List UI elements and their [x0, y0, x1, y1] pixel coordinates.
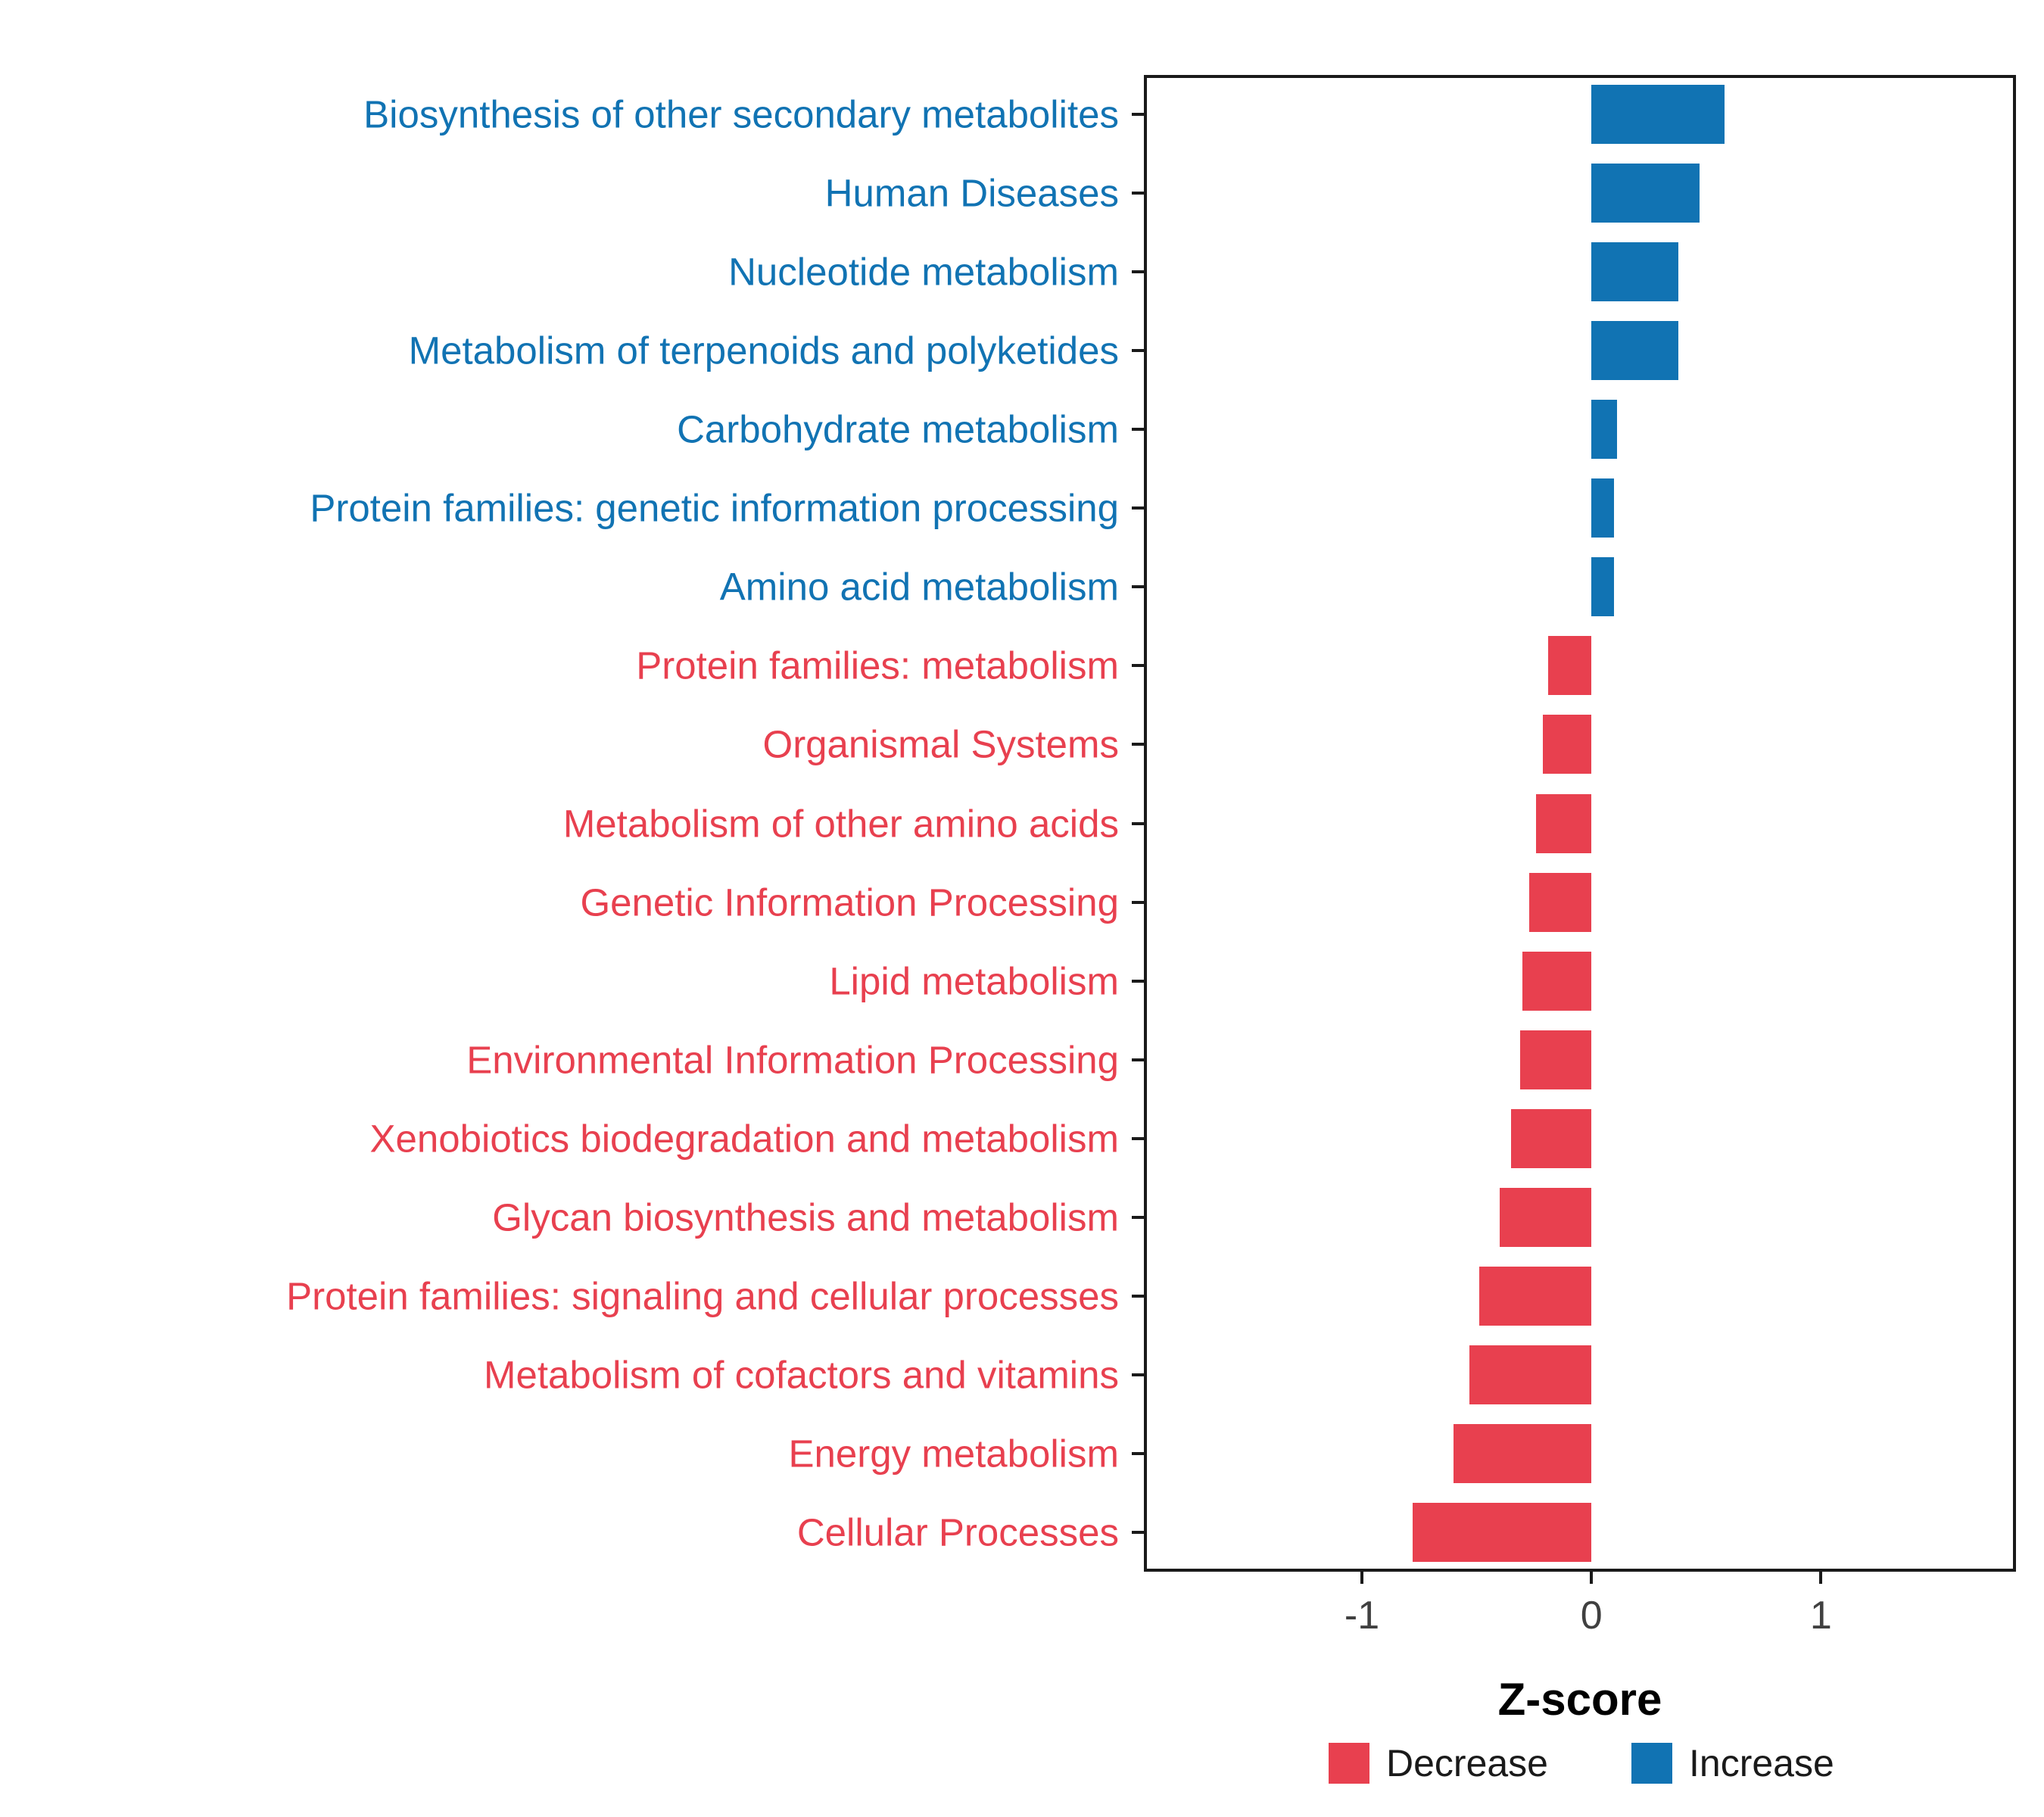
y-tick-mark	[1132, 270, 1144, 274]
category-label: Genetic Information Processing	[580, 880, 1119, 924]
y-tick-mark	[1132, 1294, 1144, 1298]
category-label: Cellular Processes	[796, 1510, 1119, 1554]
category-label: Biosynthesis of other secondary metaboli…	[363, 92, 1119, 136]
bar	[1520, 1030, 1592, 1089]
legend-item-increase: Increase	[1631, 1741, 1834, 1785]
y-tick-mark	[1132, 664, 1144, 668]
y-tick-mark	[1132, 979, 1144, 983]
bar	[1591, 321, 1679, 381]
decrease-swatch-icon	[1329, 1743, 1369, 1784]
bar	[1591, 400, 1617, 460]
x-tick-label: 1	[1809, 1594, 1832, 1638]
bar	[1591, 478, 1615, 538]
y-tick-mark	[1132, 428, 1144, 432]
category-label: Metabolism of other amino acids	[562, 802, 1119, 845]
category-label: Protein families: signaling and cellular…	[286, 1274, 1119, 1318]
bar	[1591, 85, 1725, 145]
y-tick-mark	[1132, 1451, 1144, 1455]
category-label: Nucleotide metabolism	[728, 250, 1119, 294]
bar	[1478, 1266, 1592, 1326]
x-tick-mark	[1360, 1572, 1363, 1584]
y-tick-mark	[1132, 1215, 1144, 1219]
x-tick-label: -1	[1344, 1594, 1380, 1638]
y-tick-mark	[1132, 113, 1144, 117]
legend-item-decrease: Decrease	[1329, 1741, 1548, 1785]
bar	[1591, 242, 1679, 302]
y-tick-mark	[1132, 743, 1144, 746]
category-label: Environmental Information Processing	[466, 1038, 1119, 1082]
category-label: Lipid metabolism	[829, 959, 1119, 1003]
category-label: Amino acid metabolism	[719, 565, 1119, 609]
category-label: Protein families: metabolism	[636, 644, 1119, 687]
bar	[1469, 1345, 1592, 1404]
category-label: Human Diseases	[824, 171, 1119, 215]
bar	[1511, 1108, 1592, 1168]
category-label: Organismal Systems	[762, 722, 1119, 766]
bar	[1547, 636, 1592, 696]
category-label: Xenobiotics biodegradation and metabolis…	[369, 1117, 1119, 1161]
y-tick-mark	[1132, 1373, 1144, 1376]
bar	[1591, 164, 1700, 223]
y-tick-mark	[1132, 900, 1144, 904]
category-label: Carbohydrate metabolism	[677, 407, 1119, 451]
y-tick-mark	[1132, 1530, 1144, 1534]
bar	[1529, 872, 1592, 932]
y-tick-mark	[1132, 349, 1144, 353]
category-label: Protein families: genetic information pr…	[310, 486, 1119, 530]
category-label: Energy metabolism	[788, 1432, 1119, 1476]
x-tick-mark	[1819, 1572, 1823, 1584]
y-tick-mark	[1132, 506, 1144, 510]
y-tick-mark	[1132, 192, 1144, 195]
y-tick-mark	[1132, 821, 1144, 825]
bar	[1412, 1502, 1592, 1562]
bar	[1591, 557, 1615, 617]
legend-label-increase: Increase	[1689, 1742, 1834, 1784]
y-tick-mark	[1132, 1136, 1144, 1140]
increase-swatch-icon	[1631, 1743, 1672, 1784]
x-tick-label: 0	[1580, 1594, 1603, 1638]
category-label: Glycan biosynthesis and metabolism	[492, 1195, 1119, 1239]
legend: Decrease Increase	[1329, 1741, 1834, 1785]
x-tick-mark	[1590, 1572, 1594, 1584]
bar	[1499, 1187, 1592, 1247]
category-label: Metabolism of cofactors and vitamins	[483, 1353, 1119, 1397]
legend-label-decrease: Decrease	[1386, 1742, 1548, 1784]
plot-panel	[1144, 75, 2016, 1572]
bar	[1536, 793, 1592, 853]
y-tick-mark	[1132, 585, 1144, 589]
bar	[1454, 1423, 1592, 1483]
bar	[1522, 951, 1592, 1011]
category-label: Metabolism of terpenoids and polyketides	[408, 329, 1119, 372]
y-tick-mark	[1132, 1058, 1144, 1061]
bar	[1543, 715, 1592, 774]
x-axis-title: Z-score	[1497, 1674, 1662, 1725]
